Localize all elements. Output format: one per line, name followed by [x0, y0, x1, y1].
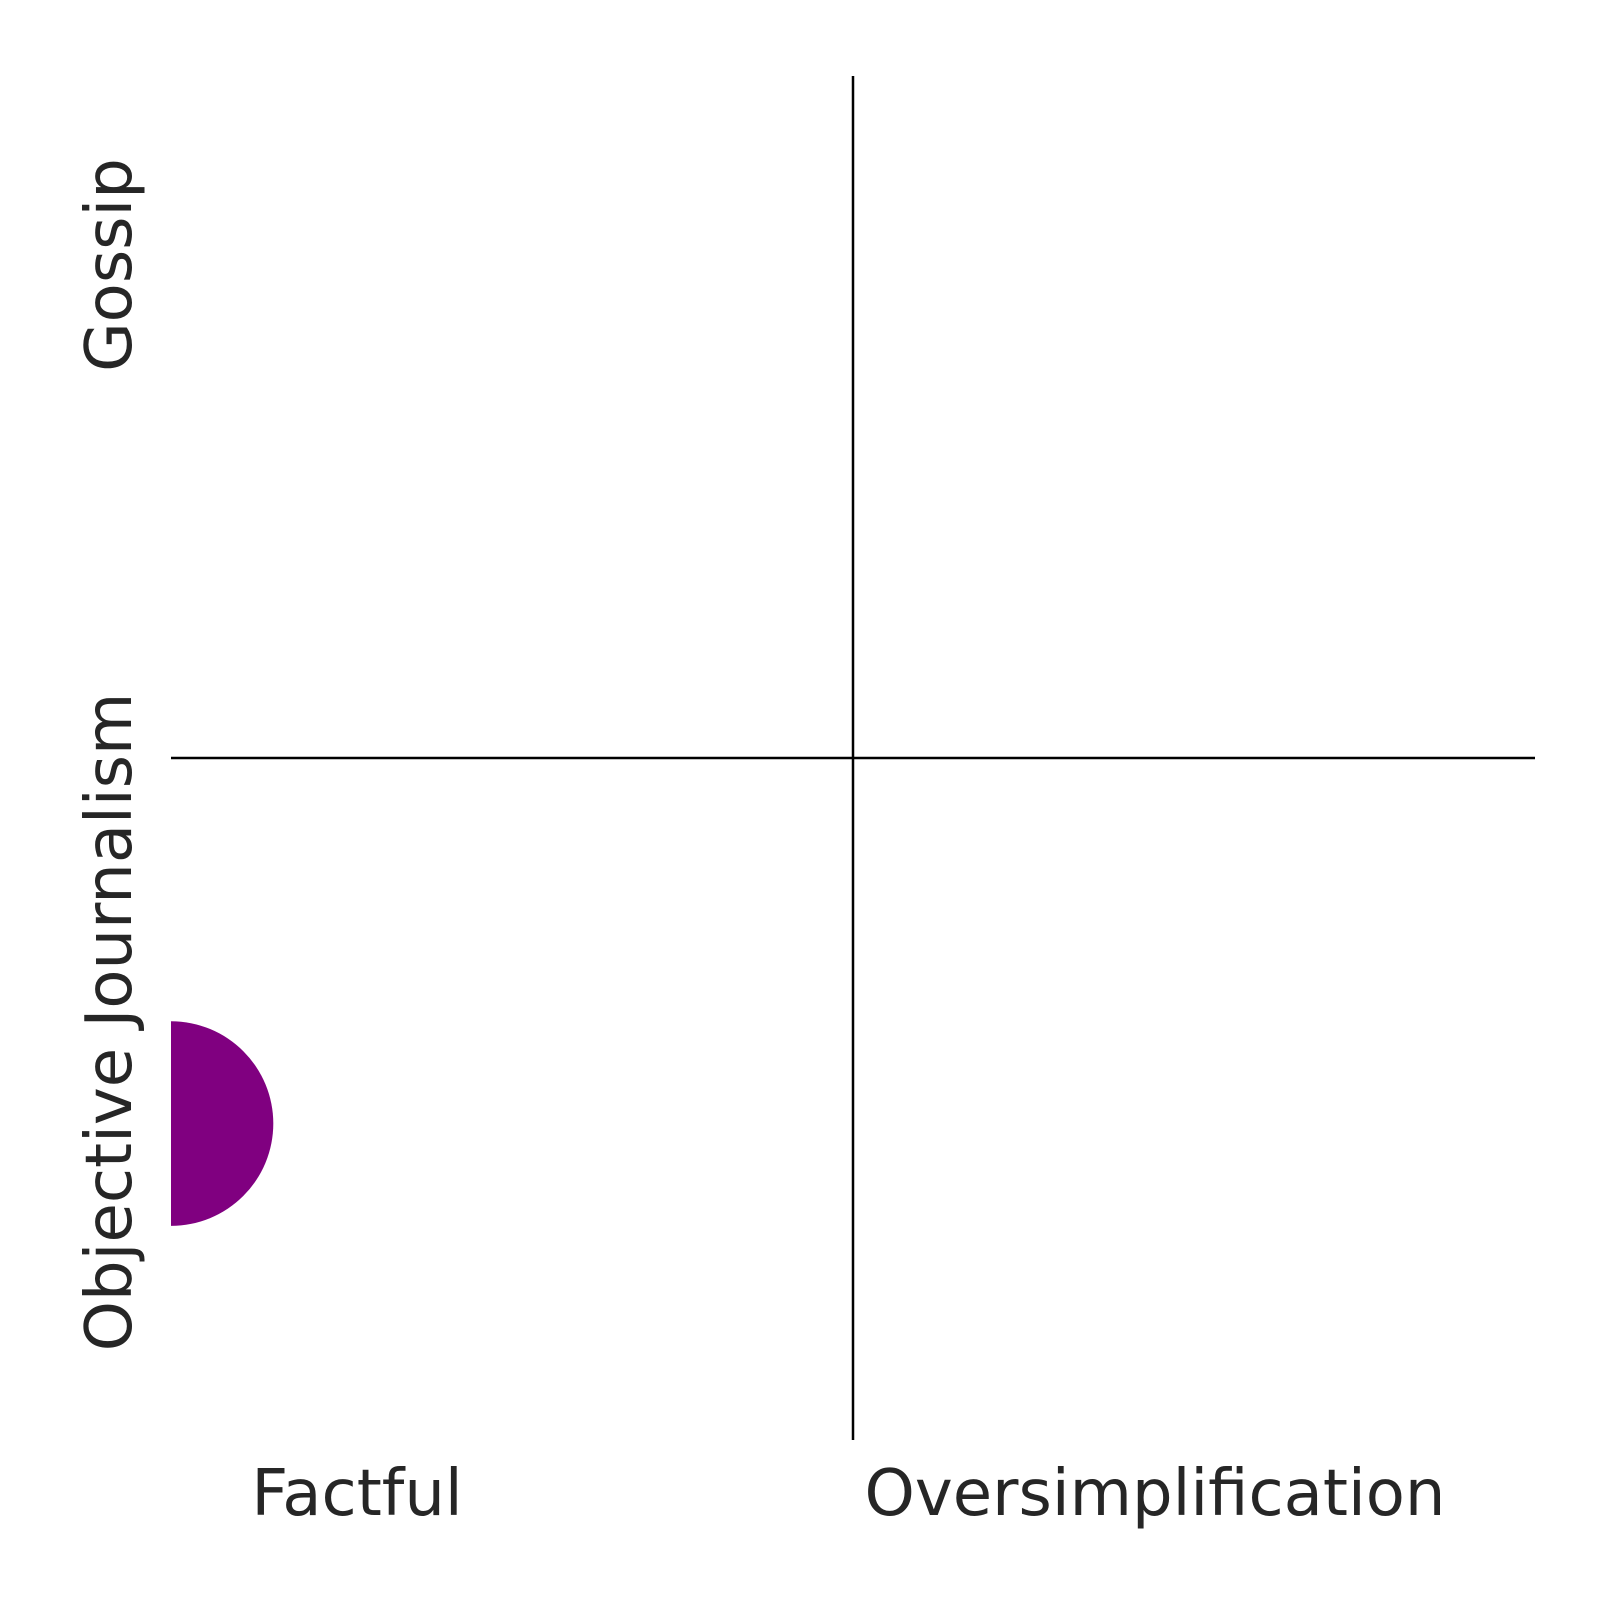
- x-axis-label-right: Oversimplification: [865, 1457, 1446, 1531]
- data-point: [171, 1021, 274, 1226]
- points-layer: [171, 1021, 274, 1226]
- x-axis-label-left: Factful: [251, 1457, 462, 1531]
- y-axis-label-bottom: Objective Journalism: [73, 693, 147, 1352]
- y-axis-label-top: Gossip: [73, 158, 147, 372]
